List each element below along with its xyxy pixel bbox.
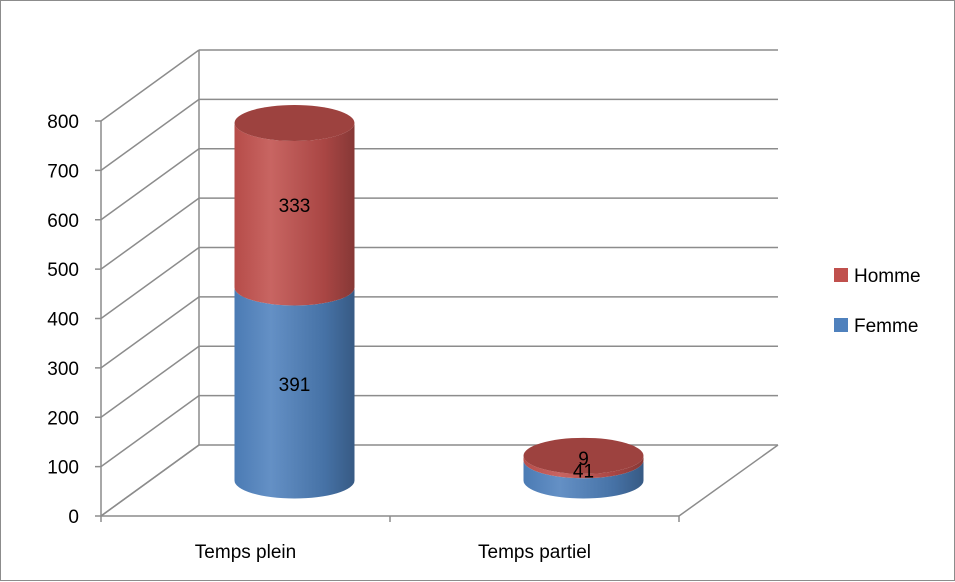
y-axis-tick-labels: 0 100 200 300 400 500 600 700 800 bbox=[47, 112, 79, 528]
legend-label: Homme bbox=[854, 266, 921, 287]
bar-top-cap bbox=[234, 105, 355, 142]
gridline-side bbox=[100, 148, 200, 221]
bar-femme-0 bbox=[234, 287, 355, 499]
bars bbox=[234, 105, 644, 499]
bar-body bbox=[523, 460, 644, 499]
gridlines bbox=[100, 49, 778, 517]
bar-body bbox=[523, 455, 644, 479]
data-label: 9 bbox=[578, 449, 589, 470]
y-tick-label: 400 bbox=[47, 310, 79, 331]
y-tick-label: 500 bbox=[47, 260, 79, 281]
gridline-side bbox=[100, 246, 200, 320]
bar-homme-0 bbox=[234, 105, 355, 306]
x-tick-label: Temps partiel bbox=[478, 542, 591, 563]
x-tick-label: Temps plein bbox=[195, 542, 296, 563]
legend-item-homme: Homme bbox=[834, 266, 921, 287]
gridline-side bbox=[100, 345, 200, 418]
legend-item-femme: Femme bbox=[834, 316, 918, 337]
y-tick-label: 100 bbox=[47, 458, 79, 479]
data-labels: 391 333 419 bbox=[279, 196, 594, 482]
data-label: 333 bbox=[279, 196, 311, 217]
gridline-side bbox=[100, 395, 200, 468]
x-axis-tick-labels: Temps plein Temps partiel bbox=[195, 542, 591, 563]
gridline-side bbox=[100, 49, 200, 122]
floor-right-edge bbox=[678, 444, 779, 517]
y-tick-label: 700 bbox=[47, 161, 79, 182]
legend: Homme Femme bbox=[834, 266, 921, 337]
bar-femme-1 bbox=[523, 460, 644, 499]
y-tick-label: 200 bbox=[47, 408, 79, 429]
legend-swatch bbox=[834, 318, 848, 332]
y-tick-label: 0 bbox=[68, 507, 79, 528]
y-tick-label: 600 bbox=[47, 211, 79, 232]
bar-body bbox=[234, 287, 355, 499]
gridline-side bbox=[100, 197, 200, 270]
bar-body bbox=[234, 123, 355, 306]
gridline-side bbox=[100, 98, 200, 171]
y-tick-label: 800 bbox=[47, 112, 79, 133]
gridline-side bbox=[100, 444, 200, 517]
chart-walls bbox=[100, 50, 779, 517]
legend-label: Femme bbox=[854, 316, 918, 337]
data-label: 41 bbox=[573, 461, 594, 482]
gridline-side bbox=[100, 296, 200, 369]
bar-homme-1 bbox=[523, 437, 644, 479]
legend-swatch bbox=[834, 268, 848, 282]
axes bbox=[95, 120, 680, 522]
bar-top-cap bbox=[523, 437, 644, 474]
y-tick-label: 300 bbox=[47, 359, 79, 380]
data-label: 391 bbox=[279, 375, 311, 396]
